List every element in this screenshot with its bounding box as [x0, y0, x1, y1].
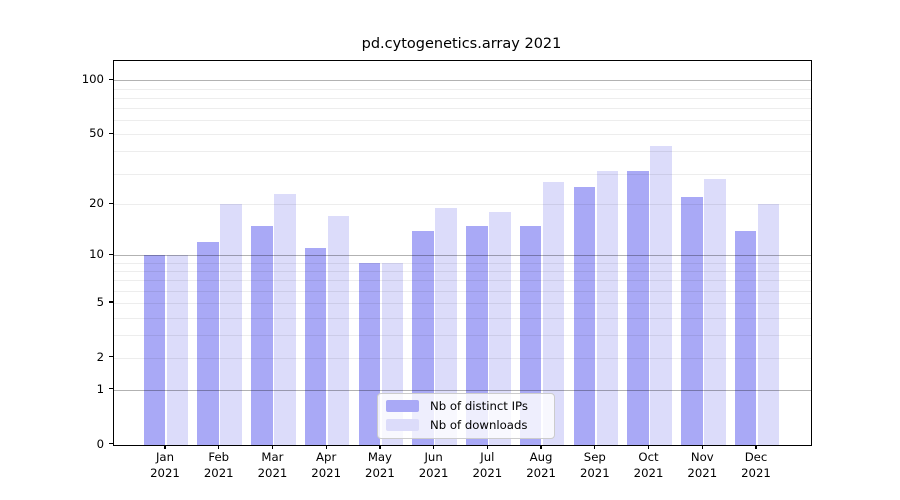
y-tick-label: 100: [81, 72, 104, 87]
x-tick-label: Jan 2021: [150, 450, 180, 480]
legend-label: Nb of distinct IPs: [430, 399, 528, 413]
legend-label: Nb of downloads: [430, 418, 528, 432]
x-tick-label: Aug 2021: [526, 450, 556, 480]
y-tick-label: 5: [96, 295, 104, 310]
chart-title: pd.cytogenetics.array 2021: [361, 36, 562, 52]
x-tick-label: Sep 2021: [579, 450, 610, 480]
bar-distinct-ips: [573, 187, 596, 445]
x-tick-mark: [486, 444, 488, 449]
x-tick-mark: [594, 444, 596, 449]
x-tick-mark: [647, 444, 650, 449]
x-tick-mark: [164, 444, 166, 449]
y-tick-mark: [109, 388, 113, 390]
x-tick-mark: [218, 444, 220, 449]
bar-distinct-ips: [143, 255, 166, 445]
bar-distinct-ips: [412, 230, 434, 445]
bar-downloads: [435, 208, 457, 445]
gridline-9: [114, 262, 811, 264]
y-tick-mark: [109, 132, 113, 134]
gridline-100: [114, 80, 811, 82]
y-tick-mark: [109, 301, 113, 303]
y-tick-label: 0: [96, 436, 104, 451]
x-tick-label: Mar 2021: [257, 450, 288, 480]
gridline-1: [114, 389, 811, 391]
bar-distinct-ips: [304, 248, 327, 445]
legend-swatch-icon: [386, 400, 419, 412]
x-tick-label: Nov 2021: [687, 450, 718, 480]
gridline-7: [114, 280, 811, 282]
gridline-90: [114, 88, 811, 90]
y-tick-label: 50: [89, 126, 104, 141]
gridline-50: [114, 134, 811, 136]
gridline-70: [114, 108, 811, 110]
gridline-5: [114, 303, 811, 305]
bar-downloads: [489, 212, 511, 445]
bar-distinct-ips: [734, 230, 757, 445]
bar-distinct-ips: [251, 225, 273, 445]
bar-distinct-ips: [358, 262, 381, 445]
gridline-8: [114, 271, 811, 273]
x-tick-mark: [379, 444, 381, 449]
x-tick-mark: [540, 444, 542, 449]
legend-swatch-icon: [386, 419, 419, 431]
gridline-2: [114, 357, 811, 359]
bar-downloads: [166, 255, 189, 445]
gridline-80: [114, 97, 811, 99]
gridline-60: [114, 120, 811, 122]
gridline-4: [114, 317, 811, 319]
x-tick-label: Oct 2021: [633, 450, 664, 480]
y-tick-mark: [109, 202, 113, 204]
bar-downloads: [704, 178, 726, 445]
plot-area: [113, 60, 812, 446]
bar-distinct-ips: [519, 225, 542, 445]
x-tick-mark: [271, 444, 274, 449]
x-tick-mark: [701, 444, 703, 449]
x-tick-label: Jun 2021: [418, 450, 449, 480]
x-tick-mark: [755, 444, 757, 449]
bar-downloads: [757, 204, 780, 445]
gridline-20: [114, 204, 811, 206]
bar-distinct-ips: [681, 197, 703, 445]
gridline-6: [114, 290, 811, 292]
gridline-10: [114, 255, 811, 257]
bar-downloads: [542, 181, 565, 445]
y-tick-mark: [109, 356, 113, 358]
x-tick-label: Feb 2021: [203, 450, 234, 480]
x-tick-mark: [432, 444, 435, 449]
x-tick-label: Jul 2021: [472, 450, 503, 480]
y-tick-mark: [109, 442, 113, 445]
bar-distinct-ips: [197, 242, 219, 445]
x-tick-label: Apr 2021: [311, 450, 342, 480]
y-tick-label: 1: [96, 381, 104, 396]
bar-downloads: [596, 171, 619, 445]
legend: Nb of distinct IPs Nb of downloads: [377, 392, 555, 439]
gridline-30: [114, 173, 811, 175]
bar-downloads: [650, 145, 672, 445]
bar-downloads: [220, 204, 242, 445]
x-tick-label: Dec 2021: [741, 450, 771, 480]
legend-item: Nb of downloads: [386, 418, 554, 432]
bar-downloads: [327, 216, 350, 445]
gridline-40: [114, 151, 811, 153]
x-tick-label: May 2021: [365, 450, 395, 480]
y-tick-label: 10: [89, 247, 104, 262]
bar-distinct-ips: [627, 171, 649, 445]
bar-downloads: [274, 193, 296, 445]
legend-item: Nb of distinct IPs: [386, 399, 554, 413]
gridline-3: [114, 335, 811, 337]
y-tick-label: 20: [89, 196, 104, 211]
bar-distinct-ips: [466, 225, 488, 445]
y-tick-label: 2: [96, 349, 104, 364]
x-tick-mark: [325, 444, 327, 449]
y-tick-mark: [109, 253, 113, 255]
y-tick-mark: [109, 78, 113, 80]
